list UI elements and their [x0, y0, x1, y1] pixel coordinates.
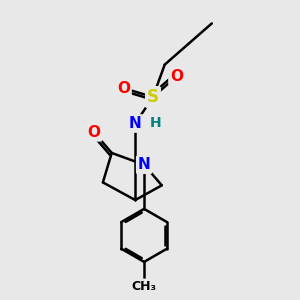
Text: O: O [170, 69, 183, 84]
Text: N: N [138, 157, 151, 172]
Text: CH₃: CH₃ [132, 280, 157, 293]
Text: S: S [147, 88, 159, 106]
Text: N: N [129, 116, 142, 131]
Text: O: O [88, 125, 100, 140]
Text: O: O [117, 81, 130, 96]
Text: H: H [150, 116, 162, 130]
